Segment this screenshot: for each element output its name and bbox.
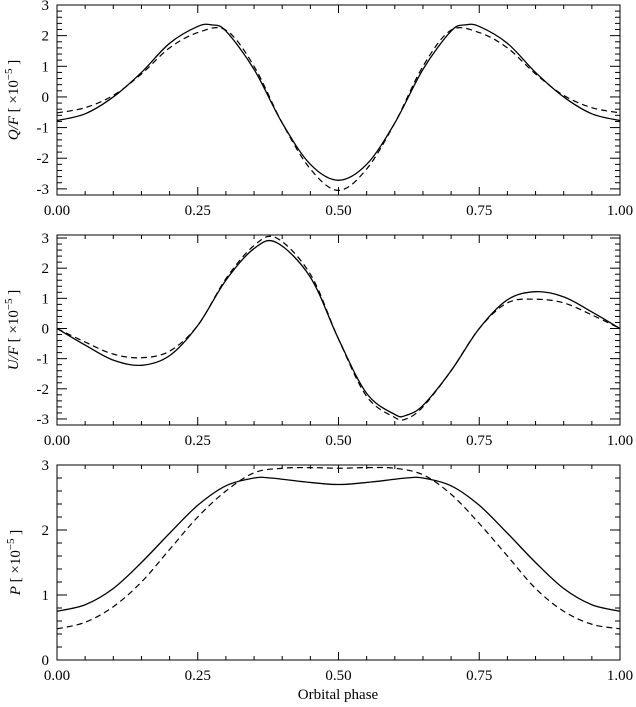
y-tick-label: 2 [42,29,50,45]
x-tick-label: 0.75 [466,668,492,684]
panel-p-ticks: 0.00 0.25 0.50 0.75 1.00 0 1 2 3 [42,458,634,684]
x-tick-label: 0.75 [466,433,492,449]
y-tick-label: 1 [42,291,50,307]
y-tick-label: -1 [37,121,50,137]
y-tick-label: 0 [42,321,50,337]
x-tick-label: 0.25 [185,433,211,449]
y-axis-labels: Q/F [ ×10−5 ] U/F [ ×10−5 ] P [ ×10−5 ] [3,60,24,597]
y-tick-label: 0 [42,653,50,669]
x-tick-label: 0.50 [325,433,351,449]
panel-p-lines [56,466,621,630]
x-tick-label: 0.00 [44,668,70,684]
series-line-dashed [56,235,621,421]
x-axis-label: Orbital phase [298,687,379,703]
y-tick-label: 2 [42,261,50,277]
panel-uf: 0.00 0.25 0.50 0.75 1.00 -3 -2 -1 0 1 2 3 [37,231,634,449]
y-tick-label: 0 [42,90,50,106]
panel-qf: 0.00 0.25 0.50 0.75 1.00 -3 -2 -1 0 1 2 3 [37,0,634,219]
panel-qf-ticks: 0.00 0.25 0.50 0.75 1.00 -3 -2 -1 0 1 2 3 [37,0,634,219]
panel-qf-lines [56,23,621,192]
y-tick-label: 3 [42,0,50,14]
y-tick-label: -3 [37,182,50,198]
x-tick-label: 0.50 [325,668,351,684]
panel-qf-frame [56,4,621,196]
x-tick-label: 0.50 [325,203,351,219]
x-tick-label: 0.00 [44,433,70,449]
panel-uf-ylabel: U/F [ ×10−5 ] [3,290,22,371]
series-line-solid [56,23,621,181]
series-line-solid [56,239,621,418]
y-tick-label: -2 [37,151,50,167]
panel-uf-ticks: 0.00 0.25 0.50 0.75 1.00 -3 -2 -1 0 1 2 3 [37,231,634,449]
x-tick-label: 0.00 [44,203,70,219]
series-line-dashed [56,466,621,630]
x-tick-label: 0.25 [185,668,211,684]
y-tick-label: 3 [42,231,50,247]
x-tick-label: 1.00 [607,203,633,219]
x-tick-label: 1.00 [607,668,633,684]
series-line-dashed [56,27,621,192]
y-tick-label: 1 [42,588,50,604]
x-tick-label: 0.75 [466,203,492,219]
x-tick-label: 0.25 [185,203,211,219]
y-tick-label: 3 [42,458,50,474]
series-line-solid [56,476,621,612]
y-tick-label: -1 [37,352,50,368]
y-tick-label: 2 [42,523,50,539]
panel-uf-lines [56,235,621,421]
panel-p: 0.00 0.25 0.50 0.75 1.00 0 1 2 3 [42,458,634,684]
panel-uf-frame [56,234,621,426]
panel-p-ylabel: P [ ×10−5 ] [5,530,24,597]
y-tick-label: 1 [42,59,50,75]
panel-qf-ylabel: Q/F [ ×10−5 ] [3,60,22,141]
y-tick-label: -2 [37,382,50,398]
x-tick-label: 1.00 [607,433,633,449]
y-tick-label: -3 [37,412,50,428]
